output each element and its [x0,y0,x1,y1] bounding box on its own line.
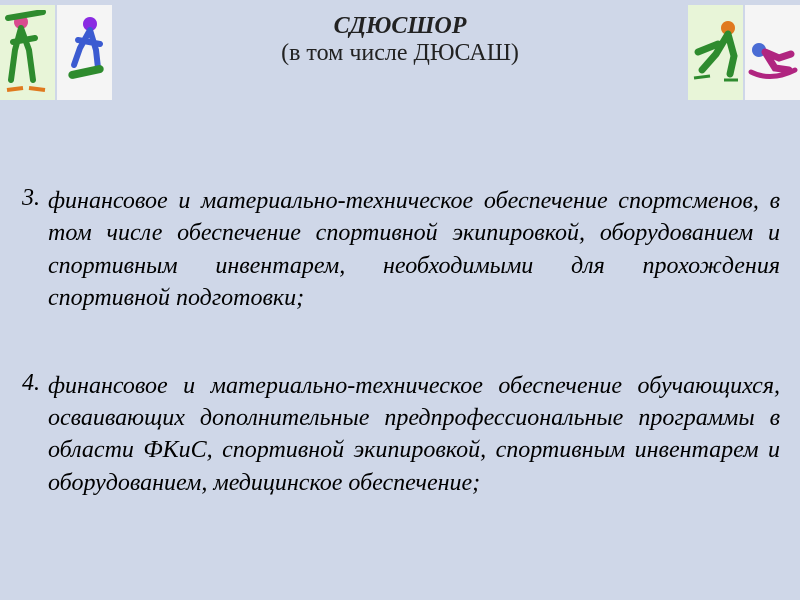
content: 3. финансовое и материально-техническое … [0,105,800,499]
item-number: 3. [10,185,48,315]
title-block: СДЮСШОР (в том числе ДЮСАШ) [112,5,688,67]
list-item: 3. финансовое и материально-техническое … [10,185,790,315]
speed-skating-icon [688,5,743,100]
item-text: финансовое и материально-техническое обе… [48,370,790,500]
snowboard-icon [57,5,112,100]
icons-left-group [0,5,112,100]
list-item: 4. финансовое и материально-техническое … [10,370,790,500]
item-number: 4. [10,370,48,500]
item-text: финансовое и материально-техническое обе… [48,185,790,315]
header: СДЮСШОР (в том числе ДЮСАШ) [0,0,800,105]
title-main: СДЮСШОР [112,13,688,40]
title-sub: (в том числе ДЮСАШ) [112,40,688,67]
luge-icon [745,5,800,100]
icons-right-group [688,5,800,100]
biathlon-icon [0,5,55,100]
